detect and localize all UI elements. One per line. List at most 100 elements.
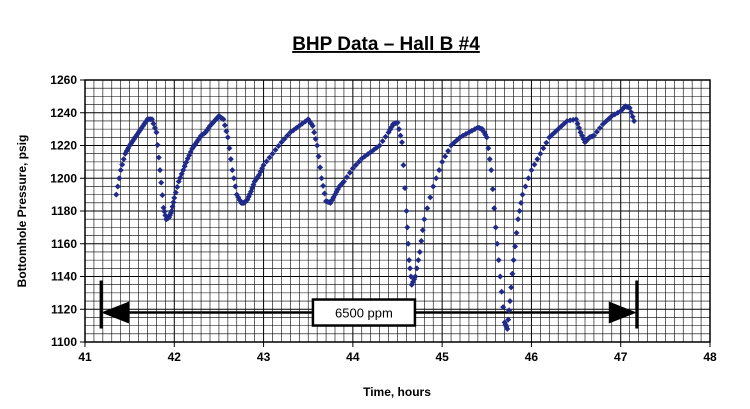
data-point [537,150,544,157]
data-point [497,273,504,280]
data-point [424,205,431,212]
data-point [486,156,493,163]
data-point [395,126,402,133]
data-point [230,175,237,182]
data-point [534,156,541,163]
data-point [525,175,532,182]
data-point [314,142,321,149]
data-point [397,132,404,139]
data-point [407,265,413,272]
axis-ticks: 41 42 43 44 45 46 47 48 1100 1120 1140 1160 1180 1200… [50,73,717,364]
x-tick-label: 43 [257,350,271,364]
data-point [513,229,520,236]
data-point [120,156,127,163]
data-point [590,132,597,139]
data-point [293,125,300,132]
annotation-label: 6500 ppm [335,306,393,321]
y-tick-label: 1260 [50,73,77,87]
data-point [403,208,410,214]
data-point [401,185,408,192]
data-point [407,273,414,280]
x-tick-label: 41 [78,350,92,364]
data-point [436,167,443,174]
data-point [376,142,383,149]
data-point [153,129,160,136]
data-point [400,162,407,169]
data-point [227,156,234,163]
data-point [159,192,166,199]
data-point [510,257,517,264]
data-point [405,240,412,247]
data-point [418,238,425,245]
data-point [278,139,285,146]
data-point [528,167,535,174]
data-point [507,298,513,305]
data-point [505,316,512,323]
data-point [263,158,270,165]
data-point [522,183,529,190]
data-point [419,227,426,234]
data-point [223,128,230,135]
data-point [168,208,175,214]
x-axis-label: Time, hours [363,385,431,399]
data-point [320,182,327,189]
data-point [123,147,130,154]
data-point [272,146,279,153]
chart-title: BHP Data – Hall B #4 [292,34,480,55]
y-tick-label: 1100 [51,335,77,349]
data-point [427,194,434,201]
data-point [489,186,496,193]
data-point [269,150,276,157]
data-point [488,167,495,174]
data-point [221,122,228,129]
data-point [412,273,419,280]
data-point [226,145,233,152]
data-point [232,183,239,190]
data-point [485,145,492,152]
data-point [483,134,490,141]
data-point [492,224,499,231]
data-point [500,304,507,311]
data-point [382,133,389,140]
x-tick-label: 45 [435,350,449,364]
data-point [275,143,282,150]
data-point [404,224,411,231]
data-point [346,169,353,176]
data-point [137,127,144,134]
data-point [204,127,211,134]
x-tick-label: 48 [703,350,717,364]
data-point [224,134,231,141]
y-tick-label: 1240 [50,106,77,120]
data-point [113,191,120,198]
data-points [113,103,638,332]
data-point [352,162,359,169]
data-point [343,174,350,181]
data-point [430,183,437,190]
data-point [398,139,405,146]
data-point [290,127,297,134]
data-point [158,179,165,186]
data-point [508,284,515,291]
data-point [442,153,449,160]
data-point [379,138,386,145]
data-point [415,257,422,264]
data-point [498,288,505,295]
x-tick-label: 46 [525,350,539,364]
data-point [311,129,318,136]
data-point [416,248,423,255]
y-tick-label: 1120 [51,302,77,316]
data-point [172,189,179,196]
data-point [315,153,322,160]
data-point [205,125,212,132]
data-point [317,164,324,171]
data-point [321,190,328,197]
data-point [421,216,428,223]
data-point [512,243,519,250]
data-point [281,135,288,142]
data-point [519,191,526,198]
annotation-arrowhead-right [608,301,637,324]
data-point [138,125,145,132]
data-point [494,240,501,247]
data-point [266,154,273,161]
